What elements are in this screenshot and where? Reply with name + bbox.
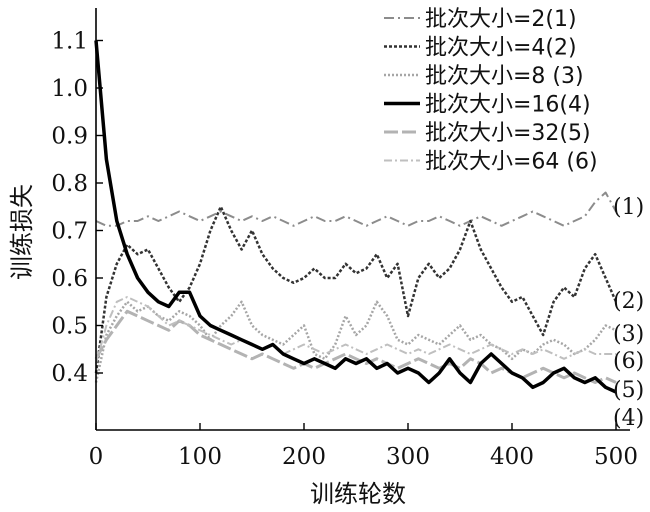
y-tick-label: 0.4 bbox=[51, 361, 88, 387]
end-label-1: (1) bbox=[613, 195, 644, 220]
y-tick-label: 1.0 bbox=[51, 76, 88, 102]
y-tick-label: 0.6 bbox=[51, 266, 88, 292]
y-tick-label: 0.8 bbox=[51, 171, 88, 197]
legend-entry-6: 批次大小=64 (6) bbox=[425, 150, 598, 175]
y-axis-label: 训练损失 bbox=[8, 184, 36, 280]
legend-entry-5: 批次大小=32(5) bbox=[425, 121, 591, 146]
series-line-2 bbox=[94, 205, 618, 374]
end-label-3: (3) bbox=[613, 322, 644, 347]
legend-entry-2: 批次大小=4(2) bbox=[425, 36, 577, 61]
series-line-3 bbox=[94, 300, 617, 383]
y-tick-label: 1.1 bbox=[51, 29, 88, 55]
x-tick-label: 500 bbox=[594, 444, 638, 470]
legend-entry-3: 批次大小=8 (3) bbox=[425, 64, 584, 89]
x-axis-label: 训练轮数 bbox=[310, 480, 406, 508]
series-lines bbox=[94, 40, 618, 394]
legend-entry-1: 批次大小=2(1) bbox=[425, 7, 577, 32]
legend-entry-4: 批次大小=16(4) bbox=[425, 93, 591, 118]
y-tick-label: 0.9 bbox=[51, 124, 88, 150]
axes bbox=[95, 8, 630, 431]
series-line-1 bbox=[95, 191, 617, 227]
legend: 批次大小=2(1) 批次大小=4(2) 批次大小=8 (3) 批次大小=16(4) 批次… bbox=[384, 7, 598, 175]
end-label-6: (6) bbox=[613, 349, 644, 374]
y-tick-label: 0.7 bbox=[51, 219, 88, 245]
series-line-5 bbox=[94, 309, 617, 384]
x-tick-labels: 0 100 200 300 400 500 bbox=[89, 423, 638, 470]
x-tick-label: 100 bbox=[178, 444, 222, 470]
x-tick-label: 0 bbox=[89, 444, 104, 470]
y-tick-label: 0.5 bbox=[51, 314, 88, 340]
end-label-4: (4) bbox=[613, 406, 644, 431]
series-line-6 bbox=[95, 296, 616, 364]
x-tick-label: 200 bbox=[282, 444, 326, 470]
x-tick-label: 400 bbox=[490, 444, 534, 470]
end-label-2: (2) bbox=[613, 289, 644, 314]
y-tick-labels: 0.4 0.5 0.6 0.7 0.8 0.9 1.0 1.1 bbox=[51, 29, 103, 387]
series-end-labels: (1) (2) (3) (4) (5) (6) bbox=[613, 195, 644, 431]
end-label-5: (5) bbox=[613, 378, 644, 403]
y-axis-title: 训练损失 bbox=[8, 184, 36, 280]
x-tick-label: 300 bbox=[386, 444, 430, 470]
series-line-4 bbox=[94, 40, 617, 394]
